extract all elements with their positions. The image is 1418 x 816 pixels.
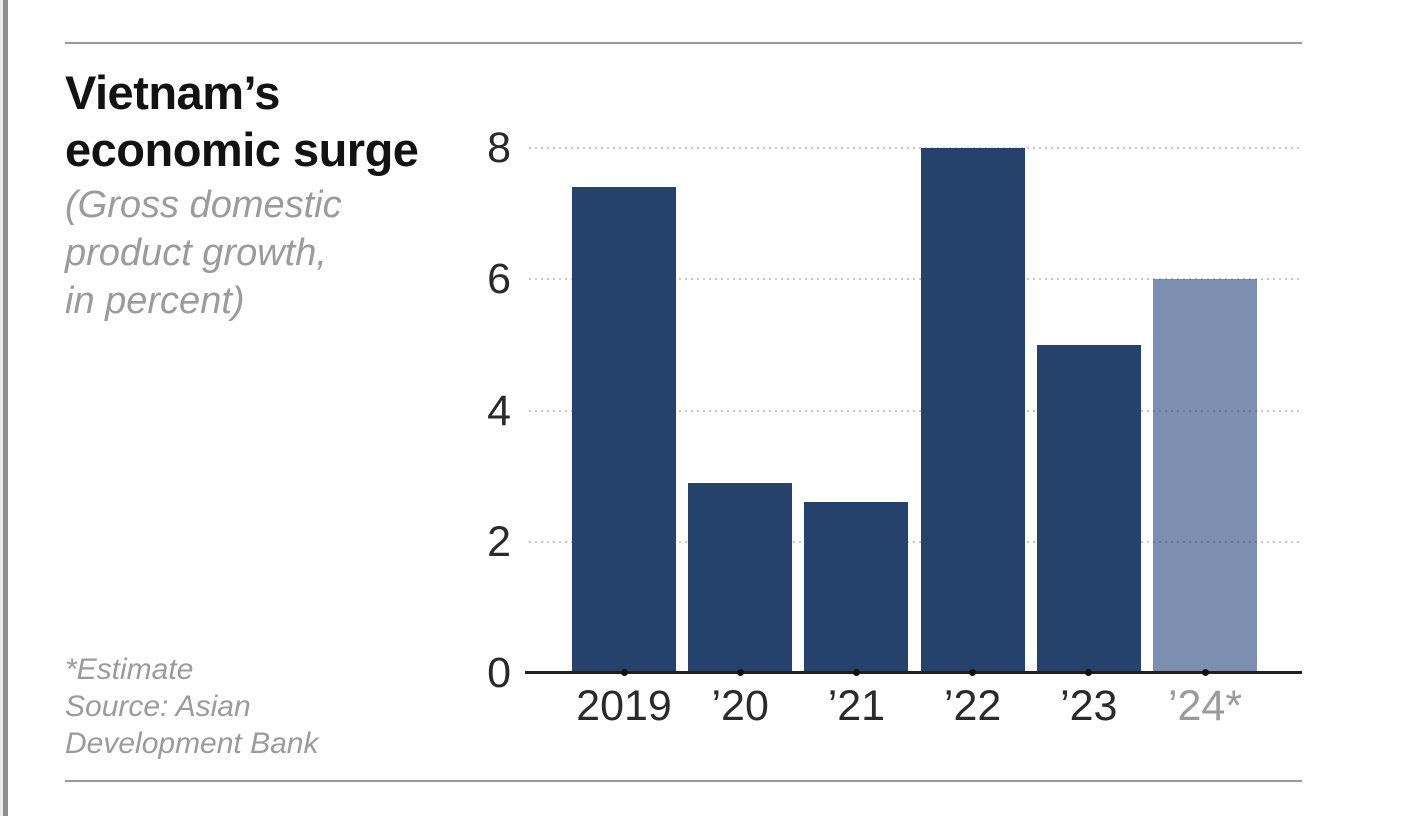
top-divider bbox=[65, 42, 1302, 44]
x-axis-tick-dot bbox=[1085, 669, 1093, 676]
x-axis-tick-dot bbox=[620, 669, 628, 676]
gridline-2 bbox=[529, 540, 1302, 543]
x-axis-label-22: ’22 bbox=[943, 682, 1002, 730]
x-axis-label-24: ’24* bbox=[1167, 682, 1243, 730]
y-axis-label-0: 0 bbox=[487, 649, 511, 697]
bar-2019 bbox=[572, 187, 676, 673]
bar-21 bbox=[804, 502, 909, 673]
gridline-8 bbox=[529, 147, 1302, 149]
x-axis-tick-dot bbox=[969, 669, 977, 676]
y-axis-label-8: 8 bbox=[487, 124, 511, 172]
x-axis-label-21: ’21 bbox=[827, 682, 886, 730]
bar-22 bbox=[920, 148, 1025, 673]
x-axis-tick-dot bbox=[852, 669, 860, 676]
chart-subtitle: (Gross domestic product growth, in perce… bbox=[65, 184, 342, 322]
y-axis-label-4: 4 bbox=[487, 386, 511, 435]
window-edge-strip bbox=[0, 0, 3, 816]
x-axis-label-2019: 2019 bbox=[576, 682, 672, 730]
y-axis-label-6: 6 bbox=[487, 255, 511, 304]
gridline-6 bbox=[529, 278, 1302, 281]
x-axis-line bbox=[525, 671, 1302, 674]
chart-title: Vietnam’s economic surge bbox=[65, 66, 419, 176]
bar-24 bbox=[1153, 279, 1257, 673]
y-axis-label-2: 2 bbox=[487, 517, 511, 566]
window-edge-border bbox=[3, 0, 8, 816]
gridline-4 bbox=[529, 409, 1302, 412]
x-axis-label-20: ’20 bbox=[711, 682, 769, 730]
x-axis-tick-dot bbox=[736, 669, 744, 676]
x-axis-tick-dot bbox=[1201, 669, 1209, 676]
bottom-divider bbox=[65, 780, 1302, 782]
chart-header: Vietnam’s economic surge (Gross domestic… bbox=[65, 64, 465, 325]
chart-plot-area: 0 2 4 6 8 2019 ’20 ’21 ’22 ’23 ’24* bbox=[487, 124, 1302, 728]
x-axis-label-23: ’23 bbox=[1060, 682, 1118, 730]
bar-23 bbox=[1036, 344, 1141, 673]
bar-20 bbox=[688, 482, 793, 673]
chart-footnote: *Estimate Source: Asian Development Bank bbox=[65, 653, 319, 760]
